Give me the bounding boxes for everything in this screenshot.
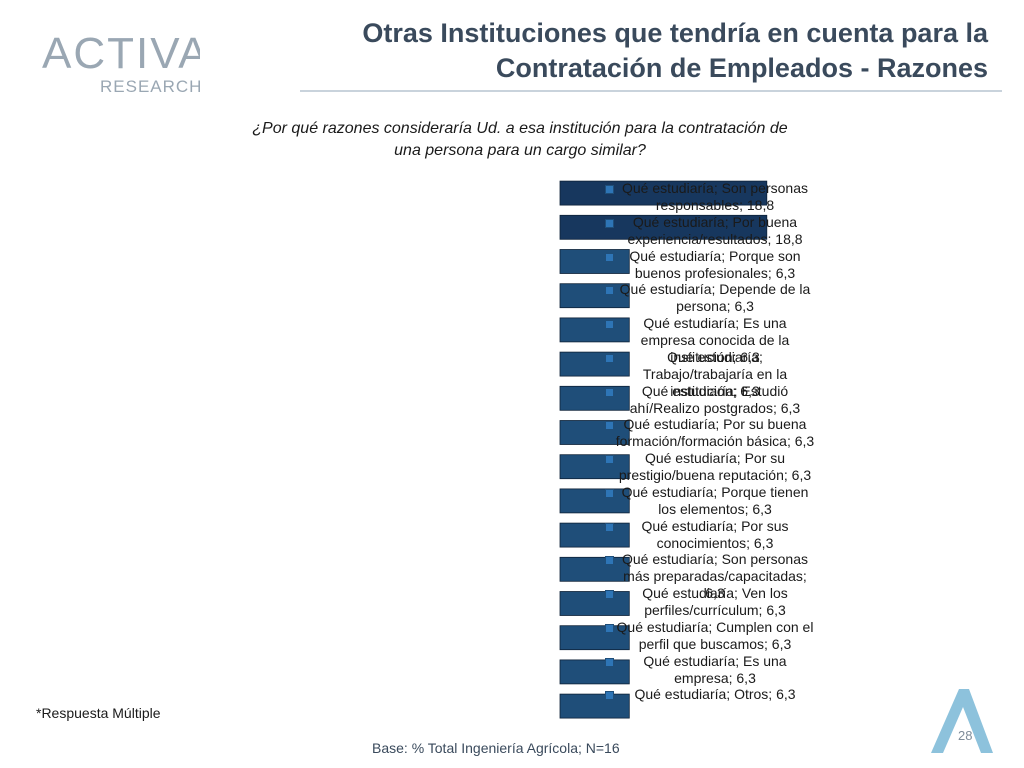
legend-label: Qué estudiaría; Estudió ahí/Realizo post… <box>629 382 801 416</box>
legend-label: Qué estudiaría; Porque son buenos profes… <box>629 247 801 281</box>
bar-11 <box>559 522 630 548</box>
legend-swatch <box>605 320 614 329</box>
footnote: *Respuesta Múltiple <box>36 705 161 721</box>
survey-question-line-2: una persona para un cargo similar? <box>394 142 646 159</box>
legend-label: Qué estudiaría; Por su prestigio/buena r… <box>618 450 812 483</box>
legend-label: Qué estudiaría; Son personas más prepara… <box>621 551 808 602</box>
legend-label: Qué estudiaría; Es una empresa; 6,3 <box>643 652 787 686</box>
bar-15 <box>559 659 630 685</box>
legend-swatch <box>605 522 614 532</box>
base-note: Base: % Total Ingeniería Agrícola; N=16 <box>372 740 620 756</box>
legend-swatch <box>605 286 614 296</box>
legend-label: Qué estudiaría; Trabajo/trabajaría en la… <box>642 348 788 399</box>
legend-label: Qué estudiaría; Por su buena formación/f… <box>615 416 815 450</box>
bar-10 <box>559 488 630 514</box>
bar-8 <box>559 420 630 445</box>
legend-swatch <box>605 387 614 397</box>
survey-question: ¿Por qué razones consideraría Ud. a esa … <box>210 118 830 162</box>
legend-swatch <box>605 657 614 667</box>
logo-sub-text: RESEARCH <box>100 77 200 96</box>
legend-swatch <box>605 455 614 464</box>
slide-title-line-2: Contratación de Empleados - Razones <box>495 53 988 83</box>
survey-question-line-1: ¿Por qué razones consideraría Ud. a esa … <box>252 120 788 137</box>
title-divider <box>300 90 1002 92</box>
legend-swatch <box>605 353 614 363</box>
page-number: 28 <box>958 728 973 743</box>
bar-12 <box>559 556 630 582</box>
legend-swatch <box>605 252 614 262</box>
bar-14 <box>559 625 630 651</box>
legend-swatch <box>605 691 614 701</box>
slide-title: Otras Instituciones que tendría en cuent… <box>268 16 988 86</box>
bar-4 <box>559 283 630 309</box>
activa-research-logo: ACTIVA RESEARCH <box>42 29 200 96</box>
activa-mark-icon <box>931 689 993 753</box>
legend-swatch <box>605 590 614 599</box>
bar-2 <box>559 214 768 240</box>
legend-swatch <box>605 488 614 498</box>
bar-5 <box>559 317 630 343</box>
bar-6 <box>559 351 630 377</box>
legend-label: Qué estudiaría; Otros; 6,3 <box>634 686 796 703</box>
horizontal-bar-chart <box>559 180 768 719</box>
bar-1 <box>559 180 768 206</box>
legend-swatch <box>605 421 614 431</box>
legend-label: Qué estudiaría; Son personas responsable… <box>621 180 808 213</box>
bar-3 <box>559 249 630 274</box>
legend-label: Qué estudiaría; Porque tienen los elemen… <box>621 483 809 517</box>
legend-label: Qué estudiaría; Por sus conocimientos; 6… <box>641 517 789 551</box>
legend-label: Qué estudiaría; Cumplen con el perfil qu… <box>616 618 814 652</box>
legend-swatch <box>605 218 614 228</box>
legend-label: Qué estudiaría; Ven los perfiles/currícu… <box>642 585 788 618</box>
legend-swatch <box>605 556 614 566</box>
legend-label: Qué estudiaría; Por buena experiencia/re… <box>627 213 803 247</box>
logo-brand-text: ACTIVA <box>42 29 200 78</box>
legend-swatch <box>605 185 614 194</box>
bar-9 <box>559 454 630 480</box>
bar-13 <box>559 591 630 616</box>
chart-legend: Qué estudiaría; Son personas responsable… <box>605 180 835 720</box>
legend-swatch <box>605 623 614 633</box>
bar-7 <box>559 385 630 411</box>
bar-16 <box>559 693 630 719</box>
legend-label: Qué estudiaría; Depende de la persona; 6… <box>619 281 811 315</box>
slide-title-line-1: Otras Instituciones que tendría en cuent… <box>362 18 988 48</box>
legend-label: Qué estudiaría; Es una empresa conocida … <box>640 315 790 365</box>
